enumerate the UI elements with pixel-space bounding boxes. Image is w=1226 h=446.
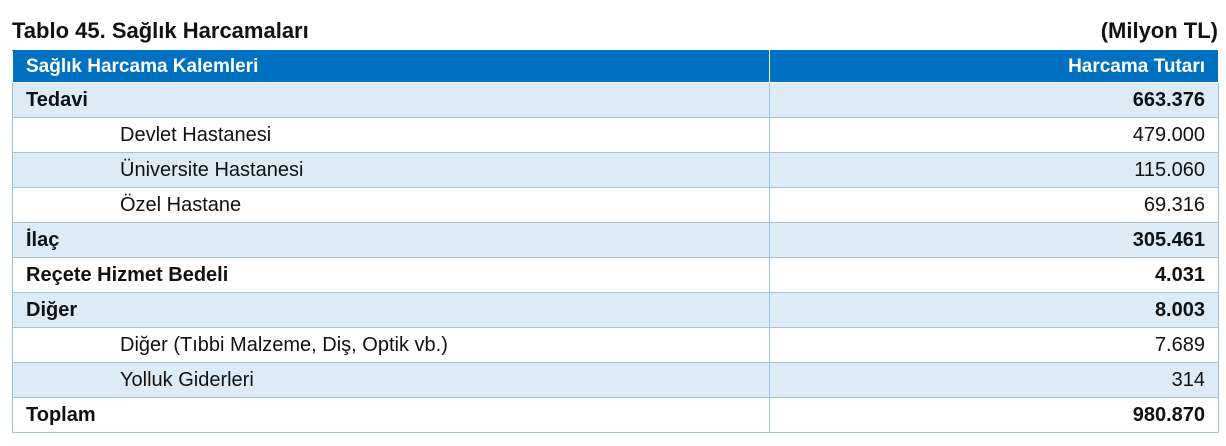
table-row: Yolluk Giderleri 314 bbox=[12, 362, 1219, 398]
row-label: Devlet Hastanesi bbox=[12, 117, 770, 153]
row-label: Diğer bbox=[12, 292, 770, 328]
row-value: 479.000 bbox=[769, 117, 1219, 153]
row-label: Diğer (Tıbbi Malzeme, Diş, Optik vb.) bbox=[12, 327, 770, 363]
row-label: Toplam bbox=[12, 397, 770, 433]
table-row: Reçete Hizmet Bedeli 4.031 bbox=[12, 257, 1219, 293]
row-value: 7.689 bbox=[769, 327, 1219, 363]
unit-label: (Milyon TL) bbox=[1100, 18, 1218, 43]
table-row: Üniversite Hastanesi 115.060 bbox=[12, 152, 1219, 188]
row-label: Yolluk Giderleri bbox=[12, 362, 770, 398]
header-expense-items: Sağlık Harcama Kalemleri bbox=[12, 50, 770, 83]
row-value: 69.316 bbox=[769, 187, 1219, 223]
row-label: Tedavi bbox=[12, 82, 770, 118]
health-expenditure-table: Sağlık Harcama Kalemleri Harcama Tutarı … bbox=[12, 50, 1219, 433]
table-row: Özel Hastane 69.316 bbox=[12, 187, 1219, 223]
table-title: Tablo 45. Sağlık Harcamaları bbox=[12, 18, 309, 43]
row-value: 314 bbox=[769, 362, 1219, 398]
table-title-bar: Tablo 45. Sağlık Harcamaları (Milyon TL) bbox=[12, 16, 1218, 46]
header-expense-amount: Harcama Tutarı bbox=[769, 50, 1219, 83]
row-label: Özel Hastane bbox=[12, 187, 770, 223]
table-row: Diğer (Tıbbi Malzeme, Diş, Optik vb.) 7.… bbox=[12, 327, 1219, 363]
table-row: Diğer 8.003 bbox=[12, 292, 1219, 328]
row-value: 663.376 bbox=[769, 82, 1219, 118]
table-row: Devlet Hastanesi 479.000 bbox=[12, 117, 1219, 153]
table-row: İlaç 305.461 bbox=[12, 222, 1219, 258]
row-label: İlaç bbox=[12, 222, 770, 258]
row-value: 115.060 bbox=[769, 152, 1219, 188]
row-label: Reçete Hizmet Bedeli bbox=[12, 257, 770, 293]
table-header-row: Sağlık Harcama Kalemleri Harcama Tutarı bbox=[12, 50, 1219, 83]
row-value: 305.461 bbox=[769, 222, 1219, 258]
row-value: 980.870 bbox=[769, 397, 1219, 433]
table-row-total: Toplam 980.870 bbox=[12, 397, 1219, 433]
row-value: 4.031 bbox=[769, 257, 1219, 293]
table-row: Tedavi 663.376 bbox=[12, 82, 1219, 118]
row-value: 8.003 bbox=[769, 292, 1219, 328]
row-label: Üniversite Hastanesi bbox=[12, 152, 770, 188]
